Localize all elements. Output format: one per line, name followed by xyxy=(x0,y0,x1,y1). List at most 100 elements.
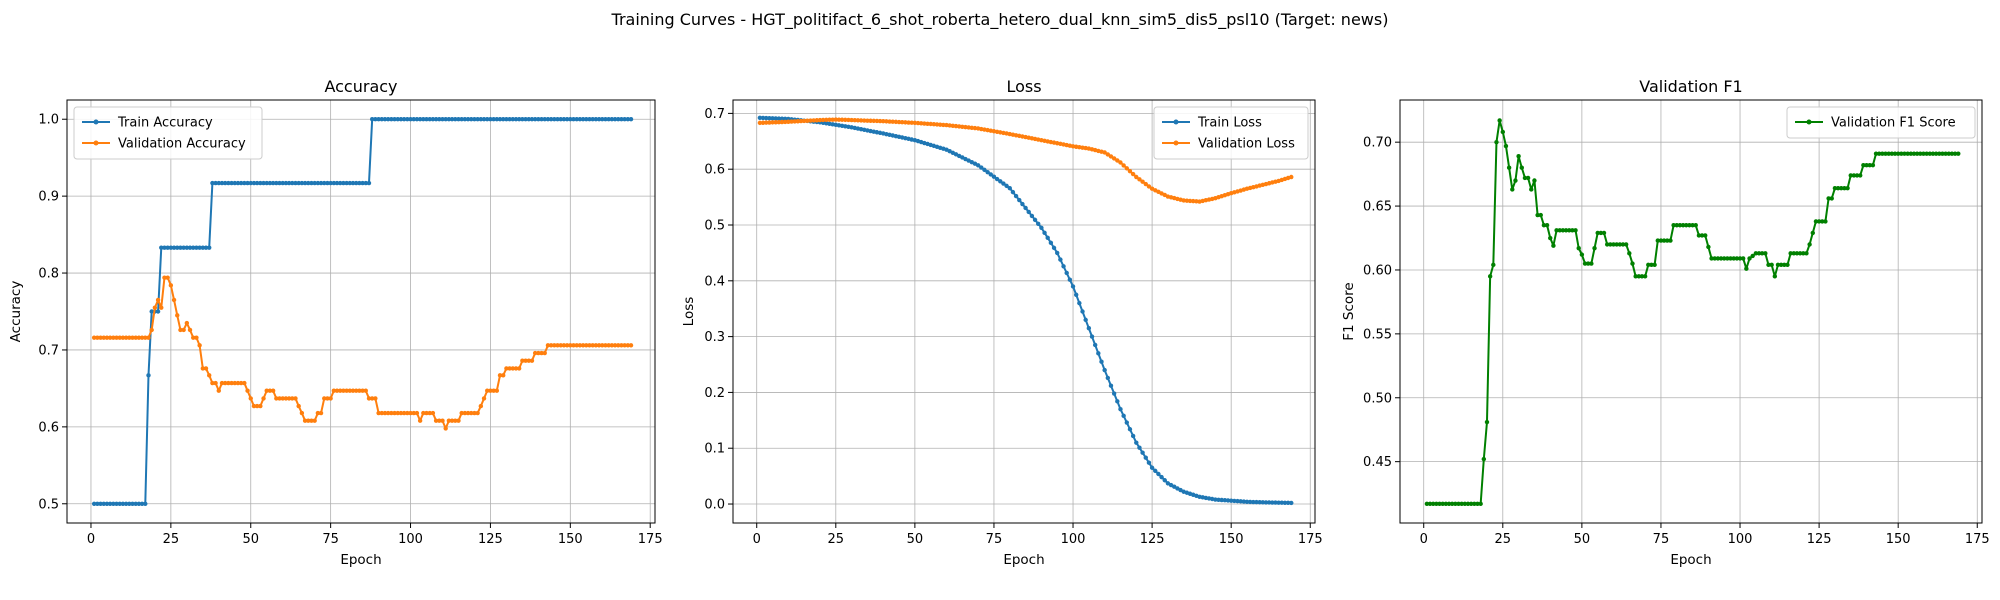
data-point xyxy=(1946,151,1951,156)
y-tick-label: 0.0 xyxy=(704,498,725,513)
data-point xyxy=(1722,256,1727,261)
data-point xyxy=(171,297,177,303)
data-point xyxy=(941,122,946,128)
data-point xyxy=(1924,151,1929,156)
chart-panel-loss: 0 25 50 75 100 125 150 175 0.0 0.1 0.2 0.3 0.4 0.5 0.6… xyxy=(681,77,1323,568)
data-point xyxy=(408,410,413,416)
data-point xyxy=(146,373,151,378)
data-point xyxy=(1494,139,1499,145)
data-point xyxy=(1235,498,1240,504)
data-point xyxy=(988,172,993,177)
x-tick-label: 125 xyxy=(478,532,503,547)
data-point xyxy=(443,117,448,122)
data-point xyxy=(478,403,484,409)
data-point xyxy=(584,117,589,122)
data-point xyxy=(1077,300,1082,306)
data-point xyxy=(1039,225,1044,230)
data-point xyxy=(516,366,522,371)
plot-area xyxy=(1400,100,1982,523)
data-point xyxy=(979,165,984,170)
data-point xyxy=(1895,151,1901,156)
data-point xyxy=(1238,499,1243,504)
data-point xyxy=(770,116,775,121)
data-point xyxy=(542,117,547,122)
data-point xyxy=(456,117,461,122)
plot-area xyxy=(67,100,655,523)
data-point xyxy=(258,180,263,186)
data-point xyxy=(600,117,605,122)
data-point xyxy=(1247,499,1253,505)
data-point xyxy=(852,118,857,123)
data-point xyxy=(600,343,605,348)
data-point xyxy=(1491,262,1496,268)
data-point xyxy=(488,388,493,393)
data-point xyxy=(312,180,317,186)
data-point xyxy=(95,335,100,340)
data-point xyxy=(155,297,161,303)
data-point xyxy=(1839,185,1844,191)
data-point xyxy=(1747,256,1752,261)
data-point xyxy=(200,245,206,250)
x-axis-label: Epoch xyxy=(1003,552,1044,568)
data-point xyxy=(107,501,113,506)
data-point xyxy=(187,327,193,333)
data-point xyxy=(1911,151,1917,156)
data-point xyxy=(1102,367,1107,373)
data-point xyxy=(1699,233,1705,238)
x-tick-label: 50 xyxy=(907,532,924,547)
data-point xyxy=(1124,166,1130,171)
data-point xyxy=(1573,228,1578,233)
data-point xyxy=(1532,178,1537,183)
data-point xyxy=(1791,251,1797,256)
data-point xyxy=(379,117,384,122)
data-point xyxy=(577,117,583,122)
data-point xyxy=(430,117,436,122)
data-point xyxy=(213,180,218,186)
data-point xyxy=(104,335,110,340)
data-point xyxy=(325,180,330,186)
data-point xyxy=(417,418,423,423)
data-point xyxy=(580,117,586,122)
data-point xyxy=(139,501,145,506)
x-tick-label: 25 xyxy=(1495,532,1512,547)
data-point xyxy=(526,358,531,363)
data-point xyxy=(1270,500,1275,505)
data-point xyxy=(1121,163,1126,168)
data-point xyxy=(136,335,142,340)
data-point xyxy=(235,380,241,386)
data-point xyxy=(216,388,221,393)
data-point xyxy=(395,410,400,416)
data-point xyxy=(293,180,298,186)
data-point xyxy=(1506,165,1512,170)
x-tick-label: 175 xyxy=(1965,532,1990,547)
data-point xyxy=(181,327,186,333)
x-tick-label: 25 xyxy=(828,532,845,547)
data-point xyxy=(133,335,138,340)
y-tick-label: 0.55 xyxy=(1363,327,1392,342)
data-point xyxy=(1740,256,1746,261)
data-point xyxy=(998,179,1003,184)
data-point xyxy=(808,118,813,123)
data-point xyxy=(887,119,892,124)
data-point xyxy=(290,180,295,186)
data-point xyxy=(1134,440,1139,445)
data-point xyxy=(363,180,368,186)
data-point xyxy=(114,501,119,506)
data-point xyxy=(504,117,509,122)
data-point xyxy=(1500,129,1506,135)
data-point xyxy=(1623,242,1629,247)
data-point xyxy=(1273,500,1278,505)
data-point xyxy=(564,343,570,348)
data-point xyxy=(331,388,337,393)
data-point xyxy=(552,343,557,348)
x-tick-label: 0 xyxy=(87,532,95,547)
data-point xyxy=(900,120,905,125)
data-point xyxy=(143,501,148,506)
data-point xyxy=(309,180,314,186)
data-point xyxy=(382,410,388,416)
data-point xyxy=(334,388,340,393)
data-point xyxy=(574,343,579,348)
data-point xyxy=(398,117,404,122)
data-point xyxy=(171,245,177,250)
data-point xyxy=(379,410,384,416)
